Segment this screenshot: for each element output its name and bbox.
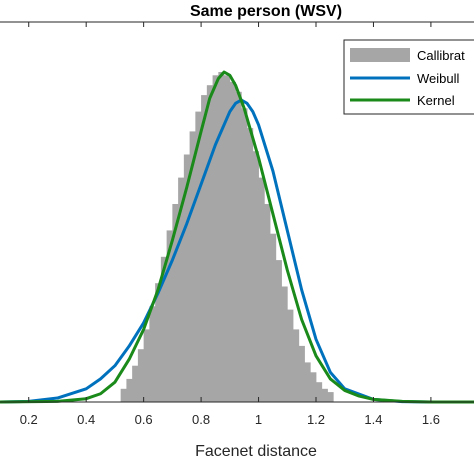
- histogram-bar-4: [143, 329, 150, 402]
- histogram-bar-23: [252, 151, 259, 402]
- histogram-bar-30: [293, 329, 300, 402]
- histogram-bar-17: [218, 72, 225, 402]
- x-tick-label-3: 0.8: [192, 412, 210, 427]
- histogram-bar-2: [132, 365, 139, 402]
- series-line-kernel: [0, 70, 474, 404]
- histogram-bar-29: [287, 309, 294, 402]
- histogram-bar-8: [166, 230, 173, 402]
- chart-title: Same person (WSV): [190, 3, 342, 20]
- histogram-bar-18: [224, 75, 231, 403]
- histogram-bar-36: [327, 392, 334, 402]
- histogram-bar-3: [137, 349, 145, 402]
- histogram-bar-10: [178, 177, 185, 402]
- histogram-bar-31: [298, 345, 305, 402]
- histogram-bar-9: [172, 204, 179, 402]
- histogram-bar-0: [120, 388, 127, 402]
- x-axis-label: Facenet distance: [195, 443, 317, 460]
- histogram-bar-24: [258, 177, 265, 402]
- histogram-bar-1: [126, 378, 133, 402]
- histogram-bar-27: [275, 260, 282, 402]
- x-tick-label-4: 1: [255, 412, 262, 427]
- legend: Callibrat Weibull Kernel: [343, 39, 474, 115]
- x-tick-label-6: 1.4: [364, 412, 382, 427]
- histogram-bar-34: [316, 382, 323, 402]
- x-tick-label-0: 0.2: [20, 412, 38, 427]
- histogram-bar-21: [241, 108, 248, 403]
- histogram-bar-19: [229, 81, 236, 403]
- x-tick-label-5: 1.2: [307, 412, 325, 427]
- histogram-bar-25: [264, 204, 271, 402]
- series-line-weibull: [0, 98, 474, 404]
- legend-label-1: Weibull: [417, 71, 460, 86]
- histogram-bar-35: [321, 388, 328, 402]
- histogram-bar-14: [201, 95, 208, 402]
- histogram-bar-12: [189, 131, 196, 402]
- histogram-bar-16: [212, 75, 219, 403]
- histogram-bar-5: [149, 306, 156, 402]
- histogram-bar-20: [235, 91, 242, 403]
- x-tick-label-7: 1.6: [422, 412, 440, 427]
- histogram-bar-22: [247, 128, 254, 402]
- legend-label-2: Kernel: [417, 93, 455, 108]
- histogram-bar-28: [281, 286, 288, 402]
- histogram-bar-13: [195, 111, 202, 402]
- histogram-bar-11: [183, 154, 190, 402]
- histogram-bar-6: [155, 283, 162, 402]
- histogram-bar-7: [160, 256, 168, 402]
- legend-label-0: Callibrat: [417, 48, 465, 63]
- histogram-bar-15: [206, 85, 213, 402]
- histogram-bar-32: [304, 362, 311, 402]
- legend-swatch-histogram: [350, 48, 410, 62]
- histogram-bars: [120, 72, 334, 403]
- x-tick-label-2: 0.6: [135, 412, 153, 427]
- histogram-bar-33: [310, 372, 317, 402]
- plot-area: 0.2 0.4 0.6 0.8 1 1.2 1.4 1.6 Callibrat Weibull Ke…: [0, 21, 474, 427]
- histogram-bar-26: [270, 233, 277, 402]
- x-tick-label-1: 0.4: [77, 412, 95, 427]
